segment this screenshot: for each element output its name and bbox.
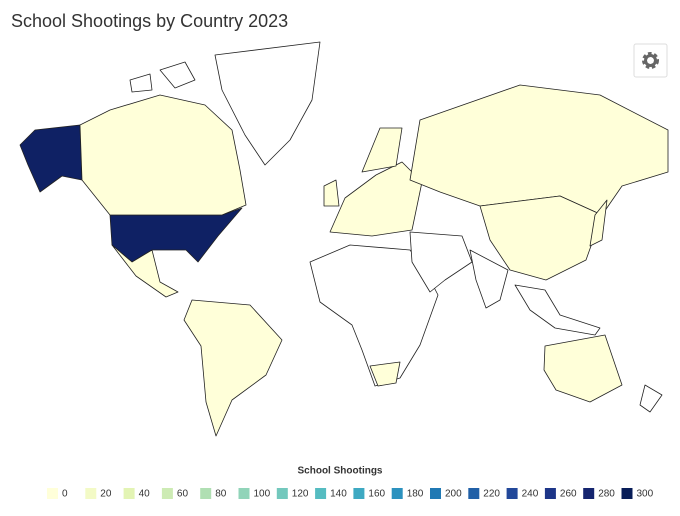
country [361,127,403,173]
legend-swatch [123,488,135,499]
legend-label: 40 [139,489,151,500]
settings-button[interactable] [633,43,668,78]
country [129,73,153,93]
legend-swatch [430,488,441,499]
legend-label: 20 [100,489,112,500]
legend-label: 260 [560,489,577,500]
legend-label: 120 [292,489,309,500]
country [214,41,321,166]
country [409,84,669,216]
legend-label: 220 [483,489,500,500]
country [589,199,608,247]
legend-label: 160 [368,489,385,500]
country [183,299,283,437]
legend-label: 0 [62,489,68,500]
legend-title: School Shootings [298,466,383,477]
legend-swatch [315,488,327,499]
map-layer [19,41,669,437]
settings-button-frame[interactable] [633,43,668,78]
country [409,231,473,293]
country [309,244,439,387]
legend-swatch [353,488,365,499]
country [79,94,247,216]
country [109,207,243,263]
country [111,244,179,298]
legend-label: 240 [522,489,539,500]
legend-swatch [238,488,250,499]
legend-swatch [200,488,212,499]
legend-label: 280 [598,489,615,500]
legend: 0 20 40 60 80 100 120 140 160 180 200 220 240 260 280 3… [47,488,654,500]
legend-label: 300 [637,489,654,500]
country [329,161,423,237]
legend-swatch [276,488,288,499]
country [479,195,603,281]
legend-swatch [621,488,633,499]
legend-swatch [506,488,518,499]
legend-swatch [583,488,595,499]
country [19,124,83,193]
country [323,179,340,207]
gear-icon [644,54,657,67]
legend-label: 100 [254,489,271,500]
legend-swatch [391,488,403,499]
legend-label: 80 [215,489,227,500]
legend-swatch [544,488,556,499]
country [543,334,623,403]
legend-label: 180 [407,489,424,500]
legend-swatch [468,488,480,499]
legend-swatch [161,488,173,499]
country [514,284,601,336]
country [639,384,663,413]
country [159,61,196,89]
legend-swatch [47,488,58,499]
country [369,361,401,387]
legend-label: 140 [330,489,347,500]
country [469,249,509,309]
legend-label: 200 [445,489,462,500]
legend-swatch [85,488,97,499]
chart-title: School Shootings by Country 2023 [11,11,288,31]
legend-label: 60 [177,489,189,500]
